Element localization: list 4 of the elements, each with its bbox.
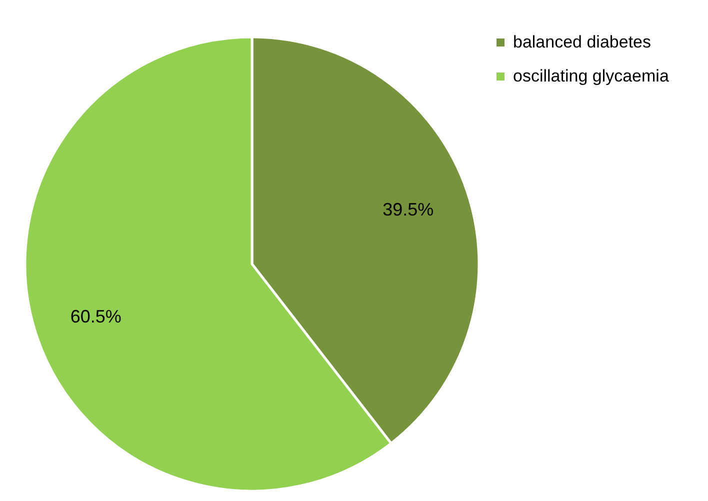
data-label: 60.5% <box>70 306 122 326</box>
legend-label: balanced diabetes <box>513 32 652 52</box>
data-label: 39.5% <box>382 200 434 220</box>
legend-label: oscillating glycaemia <box>513 66 670 86</box>
